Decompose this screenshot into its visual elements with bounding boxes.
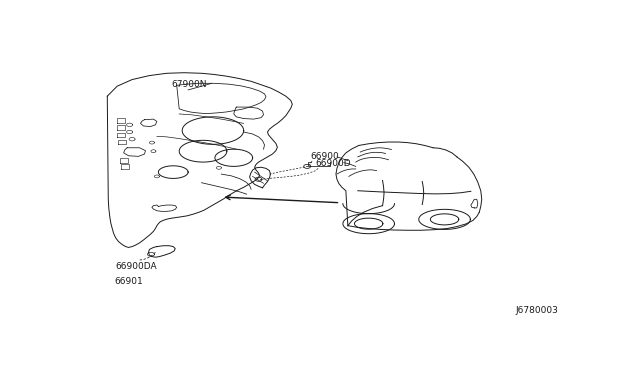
Text: 66900: 66900 [310, 152, 339, 161]
Text: 67900N: 67900N [172, 80, 207, 89]
Text: J6780003: J6780003 [516, 306, 559, 315]
Text: 66900D: 66900D [316, 159, 351, 169]
Text: 66900DA: 66900DA [116, 262, 157, 271]
Text: 66901: 66901 [114, 277, 143, 286]
